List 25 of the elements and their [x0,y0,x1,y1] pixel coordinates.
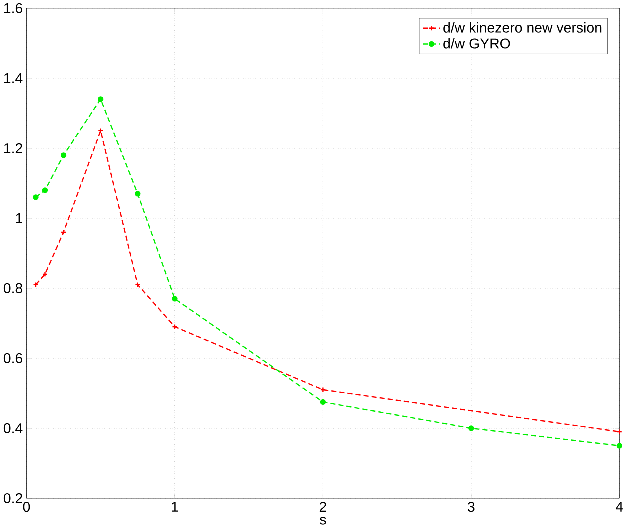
y-tick-label: 0.8 [4,283,23,294]
legend-label: d/w GYRO [444,38,510,49]
x-tick-label: 4 [616,502,624,512]
x-tick-label: 3 [468,502,475,512]
x-tick-label: 2 [320,502,326,512]
y-tick-label: 0.2 [4,493,22,504]
point [42,187,48,194]
point [468,426,474,432]
point [98,96,104,102]
point [135,190,141,197]
x-axis-title: s [320,516,326,525]
y-tick-label: 1.4 [4,73,23,84]
point [320,399,326,405]
x-tick-label: 1 [172,502,178,512]
x-tick-label: 0 [23,502,30,512]
point [616,443,623,449]
point [60,152,67,158]
y-tick-label: 1 [16,213,22,224]
y-tick-label: 1.2 [4,143,22,154]
y-tick-label: 0.4 [4,423,23,434]
y-tick-label: 0.6 [4,353,23,364]
point [33,194,39,200]
point [172,296,178,302]
y-tick-label: 1.6 [4,3,23,14]
legend-label: d/w kinezero new version [444,22,602,33]
